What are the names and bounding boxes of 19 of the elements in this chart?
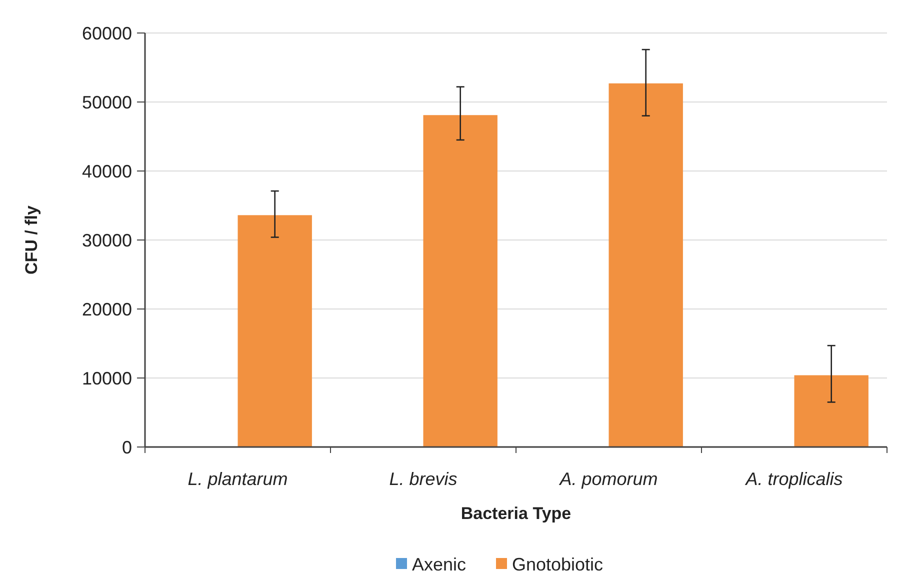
y-axis-title: CFU / fly [22,204,41,274]
y-tick-label: 20000 [82,299,132,320]
legend-label: Gnotobiotic [512,554,604,574]
y-tick-label: 0 [122,437,132,458]
y-tick-label: 10000 [82,368,132,388]
y-tick-label: 30000 [82,230,132,250]
bar [423,115,498,447]
x-tick-label: A. pomorum [558,469,658,489]
bar [794,375,868,447]
y-tick-label: 60000 [82,23,132,44]
y-tick-label: 50000 [82,92,132,112]
x-tick-label: L. plantarum [188,469,288,489]
legend-label: Axenic [412,554,466,574]
y-tick-label: 40000 [82,161,132,182]
x-axis-title: Bacteria Type [460,504,572,523]
bar [608,83,683,447]
x-tick-label: L. brevis [389,469,458,489]
x-tick-label: A. troplicalis [744,469,843,489]
bar [238,215,312,447]
